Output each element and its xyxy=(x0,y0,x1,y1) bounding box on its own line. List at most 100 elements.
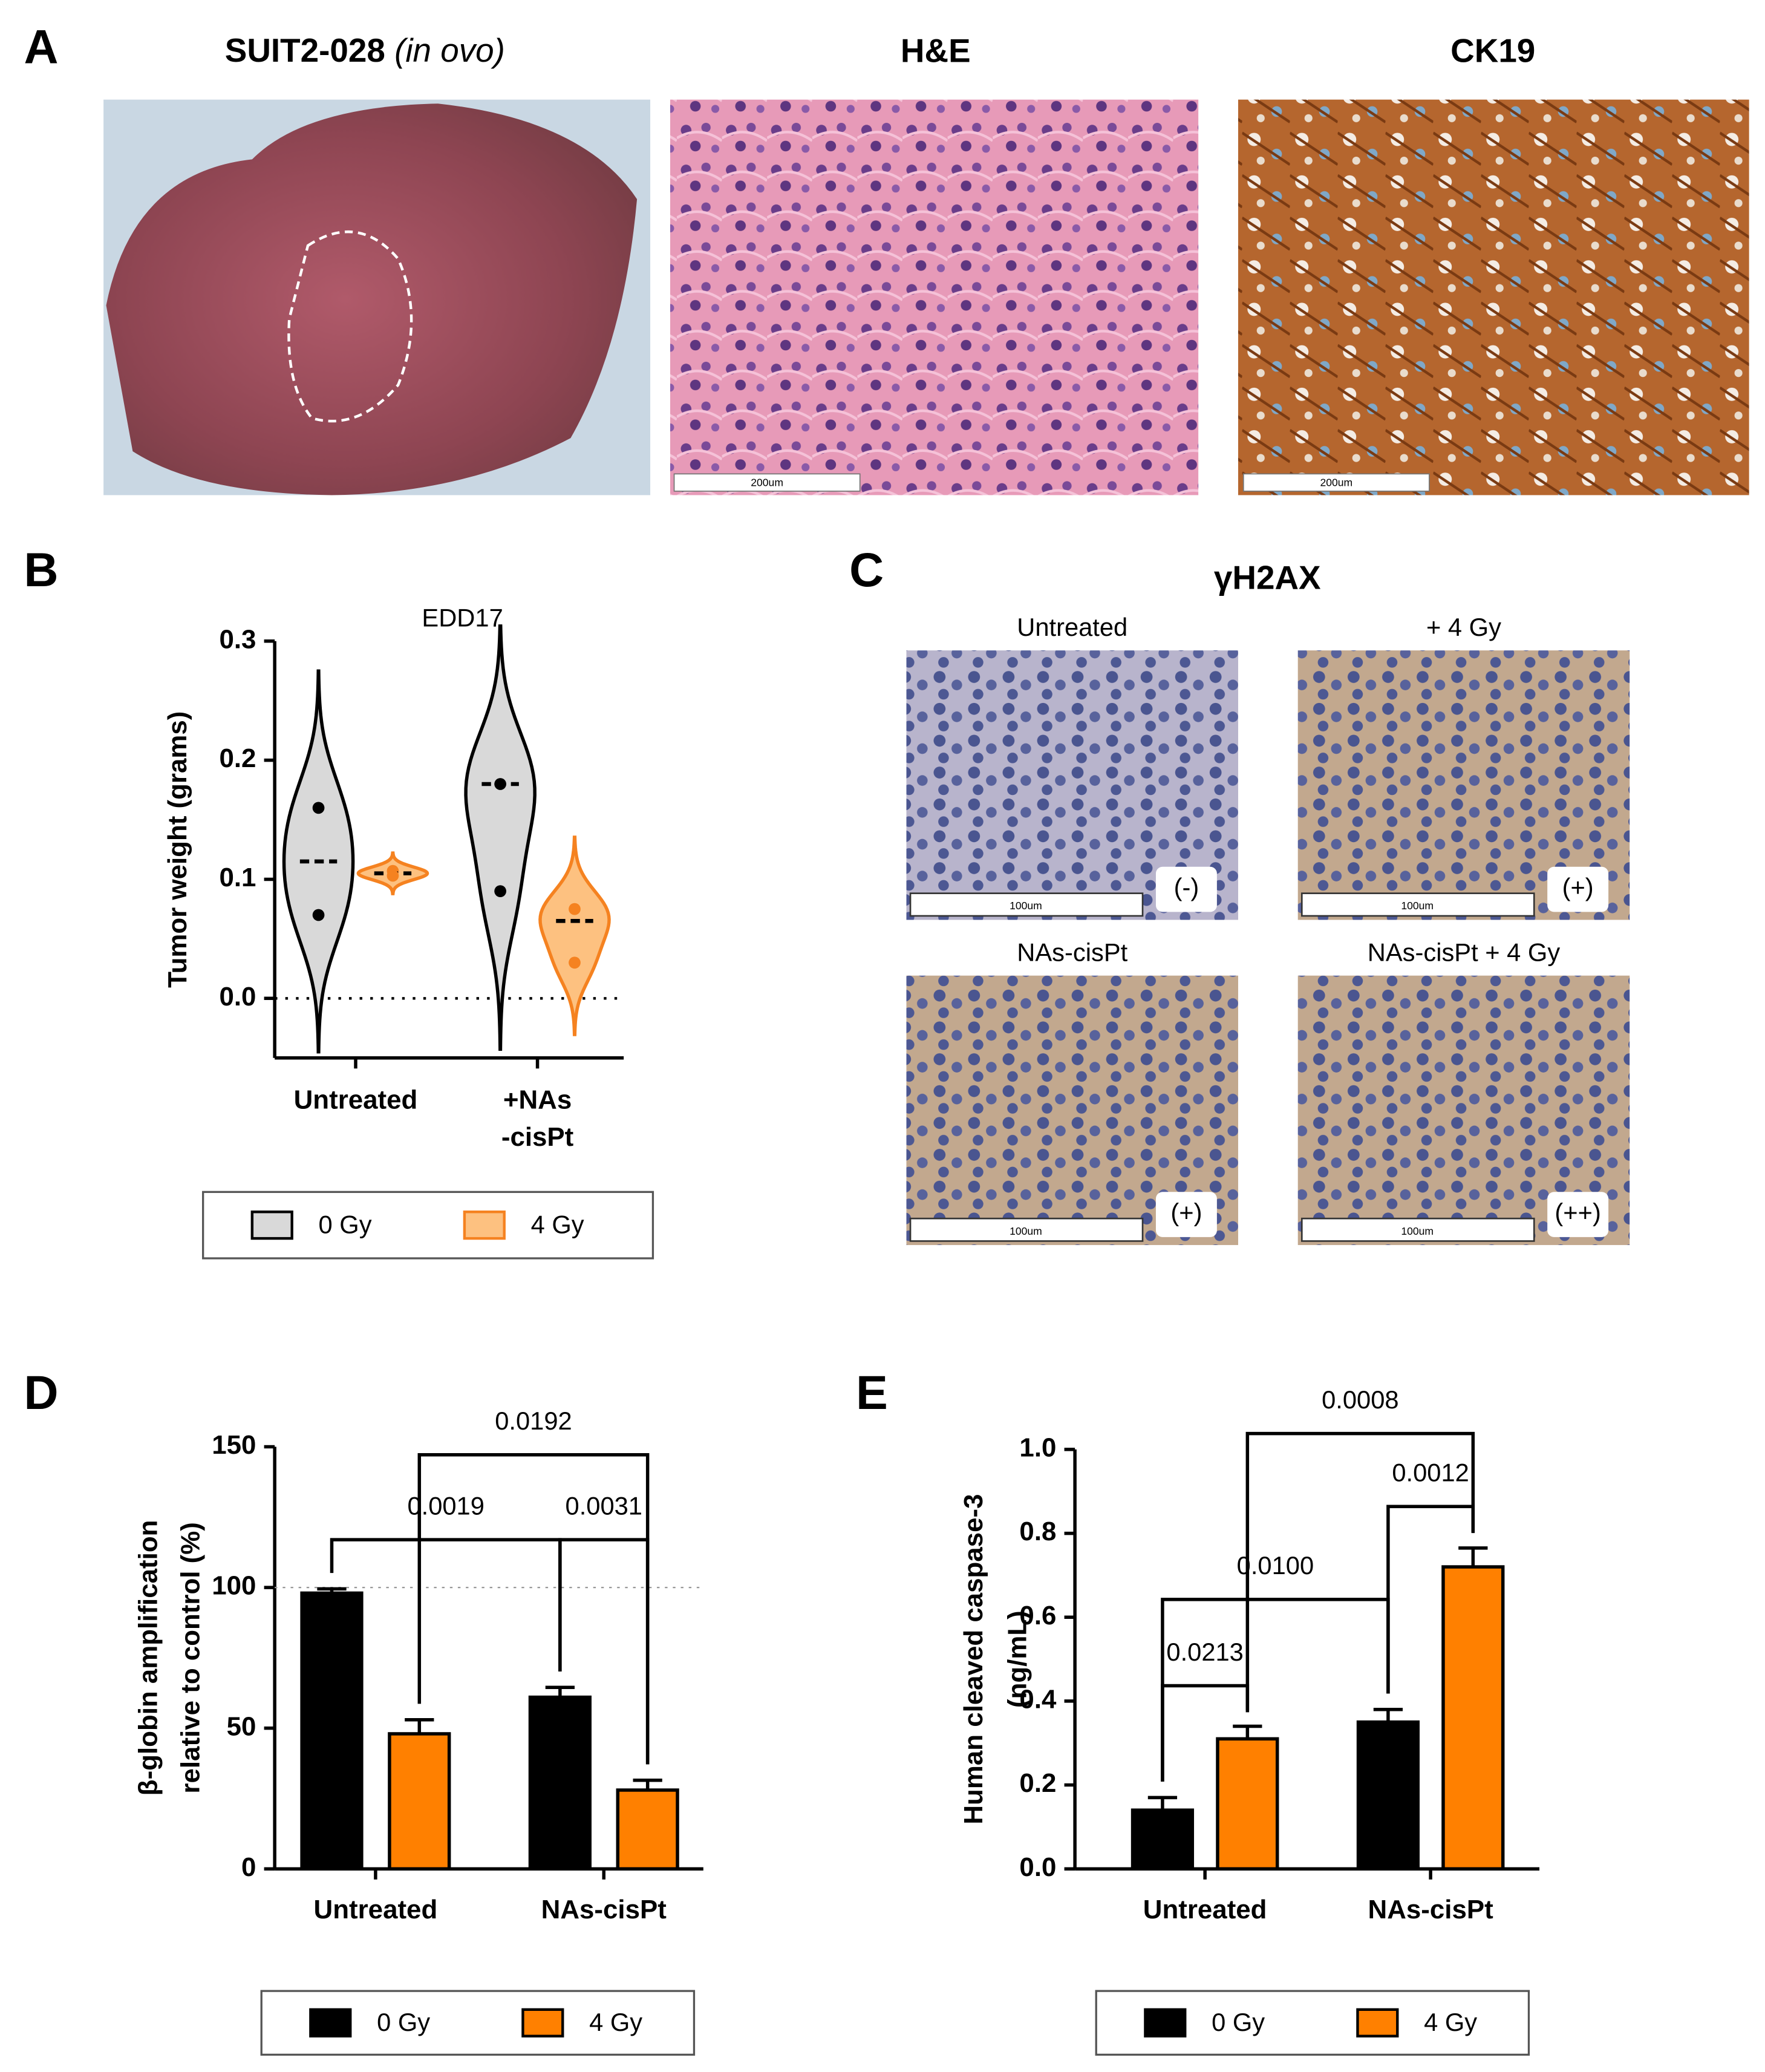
image-caption: + 4 Gy xyxy=(1426,613,1501,641)
data-point xyxy=(312,909,325,921)
error-bar xyxy=(633,1778,662,1790)
x-tick-label: +NAs xyxy=(503,1085,572,1115)
significance-bracket xyxy=(330,1538,562,1672)
x-tick-label: NAs-cisPt xyxy=(541,1895,667,1924)
image-title: CK19 xyxy=(1450,31,1535,69)
x-tick-label: Untreated xyxy=(294,1085,418,1115)
p-value-label: 0.0213 xyxy=(1166,1638,1243,1666)
image-caption: NAs-cisPt xyxy=(1017,938,1127,967)
error-bar xyxy=(545,1685,575,1698)
image-caption: Untreated xyxy=(1017,613,1127,641)
y-tick-label: 0.0 xyxy=(1019,1852,1056,1882)
legend-swatch xyxy=(1356,2008,1399,2038)
egg-photo xyxy=(103,99,651,495)
error-bar xyxy=(1458,1546,1488,1567)
bar xyxy=(1441,1565,1505,1871)
y-axis-label: Tumor weight (grams) xyxy=(163,711,192,988)
grade-label: (+) xyxy=(1562,873,1594,901)
y-tick-label: 0.1 xyxy=(219,863,256,892)
x-tick-label: NAs-cisPt xyxy=(1368,1895,1494,1924)
legend-swatch xyxy=(250,1211,293,1240)
data-point xyxy=(494,885,507,898)
data-point xyxy=(569,956,581,969)
p-value-label: 0.0031 xyxy=(566,1491,642,1520)
error-bar xyxy=(1233,1724,1262,1739)
he-photo: 200um xyxy=(670,99,1199,495)
y-tick-label: 0.0 xyxy=(219,982,256,1011)
image-title: SUIT2-028 (in ovo) xyxy=(225,31,505,69)
legend-swatch xyxy=(1144,2008,1187,2038)
grade-label: (++) xyxy=(1555,1198,1600,1227)
legend-label: 0 Gy xyxy=(1212,2008,1265,2036)
scale-bar-label: 100um xyxy=(1010,1225,1042,1237)
y-axis-label: (ng/mL) xyxy=(1003,1610,1033,1708)
y-tick-label: 0.4 xyxy=(1019,1684,1057,1714)
y-axis-label: Human cleaved caspase-3 xyxy=(959,1494,988,1825)
scale-bar-label: 100um xyxy=(1401,1225,1434,1237)
ck19-photo: 200um xyxy=(1238,99,1749,495)
scale-bar-label: 200um xyxy=(751,476,783,488)
grade-label: (-) xyxy=(1174,873,1199,901)
scale-bar xyxy=(1300,892,1535,917)
x-tick-label: Untreated xyxy=(1143,1895,1267,1924)
scale-bar-label: 100um xyxy=(1010,900,1042,912)
bar xyxy=(300,1591,364,1871)
image-title: H&E xyxy=(901,31,971,69)
legend-label: 4 Gy xyxy=(1424,2008,1477,2036)
bar xyxy=(1356,1720,1420,1871)
y-tick-label: 150 xyxy=(212,1430,256,1460)
scale-bar-label: 200um xyxy=(1320,476,1353,488)
x-tick-label: Untreated xyxy=(314,1895,438,1924)
error-bar xyxy=(405,1717,434,1734)
p-value-label: 0.0012 xyxy=(1392,1459,1469,1487)
grade-box xyxy=(1155,1192,1217,1237)
ihc-grid: Untreated 100um (-) + 4 Gy 100um (+) NAs-cisPt… xyxy=(906,613,1630,1246)
scale-bar xyxy=(1300,1217,1535,1242)
legend-label: 4 Gy xyxy=(531,1210,584,1238)
y-tick-label: 0.2 xyxy=(1019,1768,1056,1798)
legend-label: 0 Gy xyxy=(319,1210,372,1238)
panel-label: E xyxy=(856,1366,888,1419)
bar xyxy=(1216,1737,1279,1871)
legend-label: 4 Gy xyxy=(589,2008,642,2036)
y-tick-label: 0.3 xyxy=(219,624,256,654)
data-point xyxy=(569,903,581,915)
legend-swatch xyxy=(463,1211,506,1240)
violin xyxy=(464,624,537,1051)
bar xyxy=(616,1788,679,1871)
legend-swatch xyxy=(309,2008,352,2038)
p-value-label: 0.0008 xyxy=(1322,1385,1398,1414)
violin xyxy=(538,835,611,1036)
y-tick-label: 0.8 xyxy=(1019,1517,1056,1546)
panel-label: C xyxy=(849,543,884,596)
y-tick-label: 50 xyxy=(227,1711,256,1741)
grade-box xyxy=(1155,866,1217,912)
bar xyxy=(528,1695,592,1871)
bar xyxy=(1130,1808,1195,1871)
panel-title: γH2AX xyxy=(1214,558,1321,596)
grade-box xyxy=(1547,1192,1609,1237)
significance-bracket xyxy=(1245,1431,1475,1711)
scale-bar xyxy=(909,892,1144,917)
grade-box xyxy=(1547,866,1609,912)
y-tick-label: 100 xyxy=(212,1571,256,1601)
image-caption: NAs-cisPt + 4 Gy xyxy=(1368,938,1561,967)
y-tick-label: 0.2 xyxy=(219,744,256,773)
data-point xyxy=(494,778,507,790)
panel-label: A xyxy=(24,20,58,73)
panel-label: B xyxy=(24,543,58,596)
scale-bar xyxy=(909,1217,1144,1242)
data-point xyxy=(387,869,399,882)
error-bar xyxy=(317,1587,347,1593)
y-tick-label: 0 xyxy=(241,1852,256,1882)
grade-label: (+) xyxy=(1170,1198,1202,1227)
y-axis-label: relative to control (%) xyxy=(176,1522,206,1793)
chart-title: EDD17 xyxy=(422,604,503,632)
p-value-label: 0.0100 xyxy=(1237,1551,1314,1580)
p-value-label: 0.0192 xyxy=(495,1407,572,1435)
y-tick-label: 1.0 xyxy=(1019,1433,1056,1463)
scale-bar-label: 100um xyxy=(1401,900,1434,912)
error-bar xyxy=(1147,1796,1178,1811)
legend-label: 0 Gy xyxy=(377,2008,430,2036)
